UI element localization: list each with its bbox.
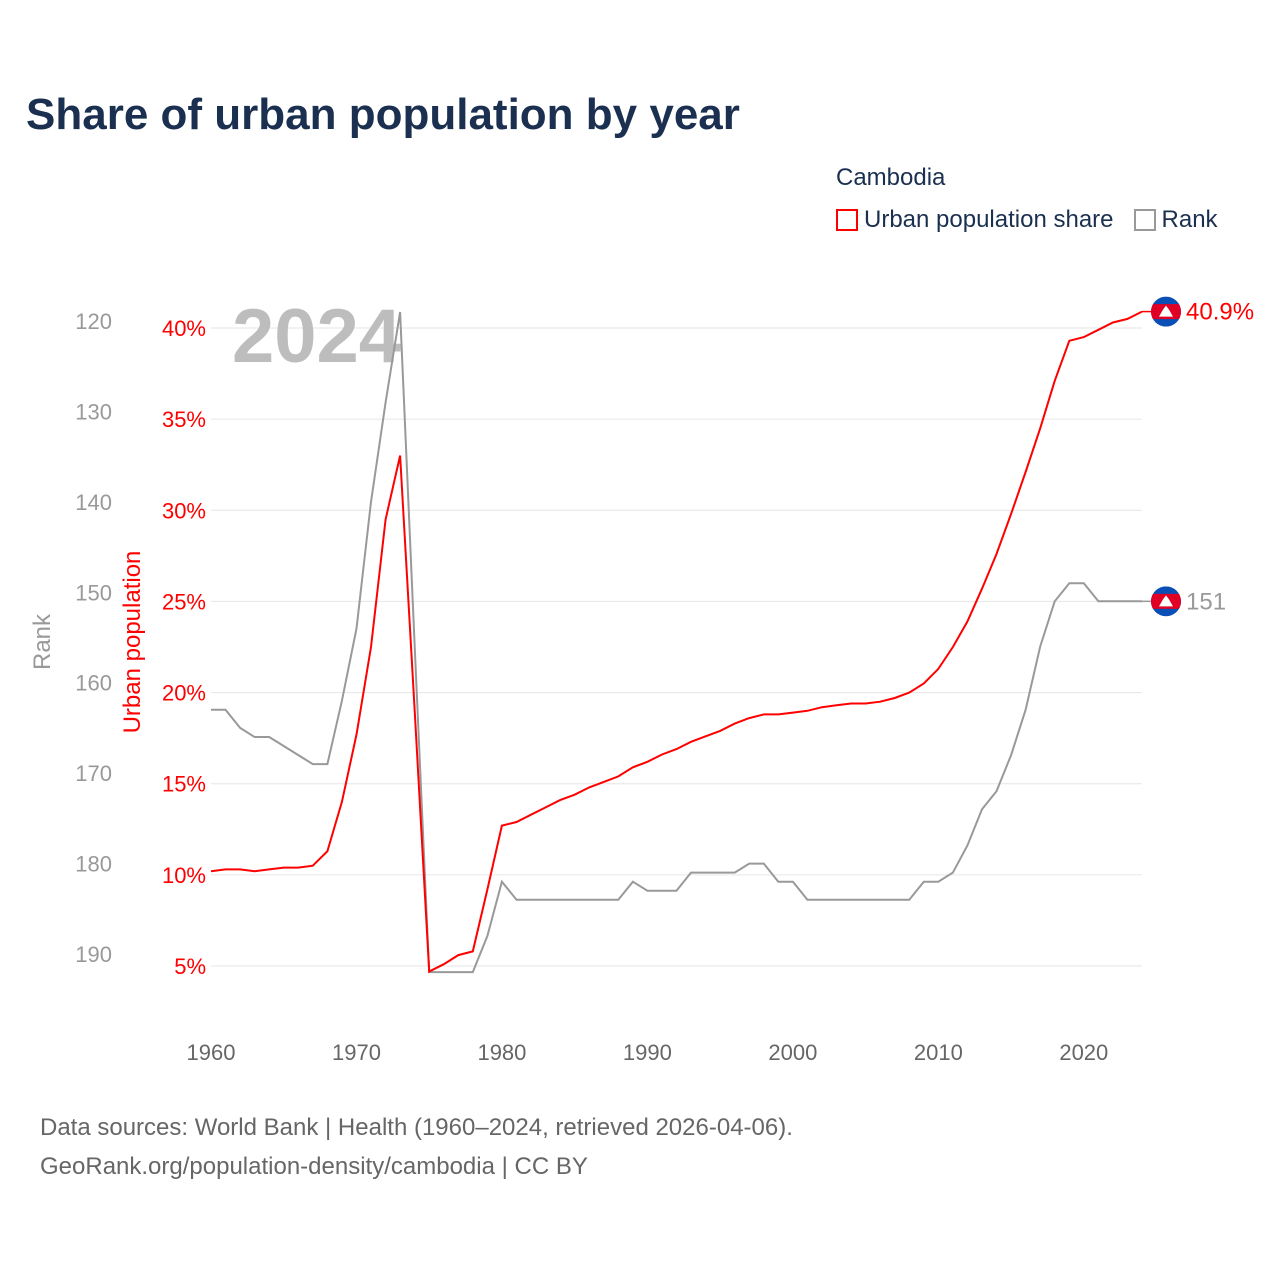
x-tick-label: 1990 [623,1040,672,1065]
rank-tick-label: 160 [75,671,112,696]
legend-item-urban[interactable]: Urban population share [836,206,1114,234]
legend-swatch-rank [1133,209,1156,231]
legend-label-rank: Rank [1161,206,1218,233]
rank-end-label: 151 [1186,588,1226,615]
cambodia-flag-icon [1151,586,1181,617]
urban-tick-label: 5% [174,954,206,979]
x-tick-label: 2000 [768,1040,817,1065]
legend-country: Cambodia [836,164,946,191]
rank-series-line [211,311,1142,974]
urban-axis-label: Urban population [119,551,146,734]
chart-title: Share of urban population by year [26,90,740,139]
x-tick-label: 2020 [1059,1040,1108,1065]
urban-series-line [210,310,1143,974]
urban-end-label: 40.9% [1186,299,1254,326]
footer-attribution[interactable]: GeoRank.org/population-density/cambodia … [40,1153,588,1180]
urban-tick-label: 25% [162,589,206,614]
x-tick-label: 2010 [914,1040,963,1065]
footer-sources: Data sources: World Bank | Health (1960–… [40,1114,793,1141]
rank-tick-label: 120 [75,309,112,334]
rank-tick-label: 130 [75,399,112,424]
rank-tick-label: 190 [75,942,112,967]
rank-tick-label: 150 [75,580,112,605]
urban-tick-label: 10% [162,863,206,888]
legend-item-rank[interactable]: Rank [1133,206,1218,234]
cambodia-flag-icon [1151,296,1181,327]
year-watermark: 2024 [232,294,401,379]
rank-tick-label: 140 [75,490,112,515]
x-tick-label: 1980 [477,1040,526,1065]
urban-tick-label: 15% [162,772,206,797]
urban-tick-label: 30% [162,498,206,523]
footer: Data sources: World Bank | Health (1960–… [40,1108,793,1186]
urban-tick-label: 35% [162,407,206,432]
x-tick-label: 1960 [187,1040,236,1065]
urban-tick-label: 20% [162,681,206,706]
rank-tick-label: 170 [75,761,112,786]
x-tick-label: 1970 [332,1040,381,1065]
urban-tick-label: 40% [162,316,206,341]
legend-label-urban: Urban population share [864,206,1114,233]
rank-axis-label: Rank [29,613,56,670]
legend-swatch-urban [836,209,858,231]
legend: Urban population share Rank [836,206,1230,234]
rank-tick-label: 180 [75,852,112,877]
